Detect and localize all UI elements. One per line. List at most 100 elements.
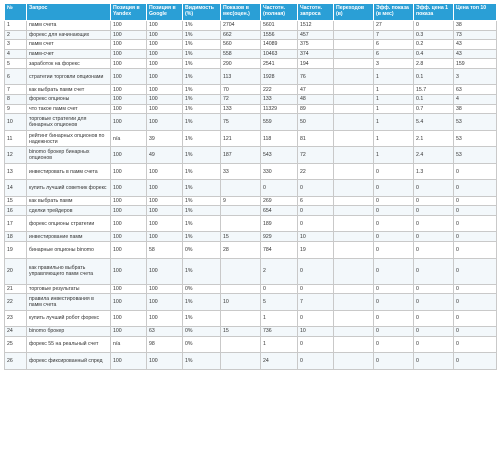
row-number-cell: 21 xyxy=(4,283,27,295)
table-row: 2 форекс для начинающих 100 100 1% 662 1556 457… xyxy=(4,29,497,41)
value-cell xyxy=(333,352,374,370)
value-cell: 7 xyxy=(297,293,334,311)
value-cell: 0 xyxy=(453,162,497,181)
query-cell: форекс опционы xyxy=(26,94,111,105)
value-cell: 194 xyxy=(297,58,334,69)
value-cell: 736 xyxy=(260,326,298,337)
table-row: 11 рейтинг бинарных опционов по надежност… xyxy=(4,129,497,148)
row-number-cell: 3 xyxy=(4,39,27,50)
value-cell: 100 xyxy=(110,257,147,285)
value-cell xyxy=(333,326,374,337)
value-cell: 10 xyxy=(297,231,334,243)
value-cell: 0 xyxy=(297,352,334,370)
value-cell: 0 xyxy=(373,195,414,207)
value-cell: 14089 xyxy=(260,39,298,50)
value-cell: 15 xyxy=(220,326,261,337)
value-cell: 100 xyxy=(146,352,183,370)
value-cell: 0% xyxy=(182,241,221,259)
table-row: 4 памм-счет 100 100 1% 558 10463 374 6 0.4 43 xyxy=(4,48,497,60)
value-cell: 100 xyxy=(110,195,147,207)
value-cell: 100 xyxy=(110,58,147,69)
value-cell: 187 xyxy=(220,146,261,164)
value-cell: 0 xyxy=(297,309,334,328)
column-header[interactable]: Запрос xyxy=(26,3,111,21)
row-number-cell: 17 xyxy=(4,214,27,233)
table-row: 21 торговые результаты 100 100 0% 0 0 0 0 0 xyxy=(4,283,497,295)
value-cell xyxy=(333,20,374,31)
query-cell: купить лучший робот форекс xyxy=(26,309,111,328)
column-header[interactable]: Эфф. цена 1 показа xyxy=(413,3,454,21)
query-cell: как выбрать памм счет xyxy=(26,84,111,96)
value-cell: 53 xyxy=(453,113,497,131)
query-cell: торговые результаты xyxy=(26,283,111,295)
value-cell: 133 xyxy=(220,103,261,115)
table-row: 8 форекс опционы 100 100 1% 72 133 48 1 0.1 4 xyxy=(4,94,497,105)
value-cell: 457 xyxy=(297,29,334,41)
row-number-cell: 15 xyxy=(4,195,27,207)
value-cell xyxy=(333,257,374,285)
value-cell: 0.3 xyxy=(413,29,454,41)
value-cell: 113 xyxy=(220,67,261,86)
column-header[interactable]: Позиция в Yandex xyxy=(110,3,147,21)
value-cell: 0 xyxy=(453,241,497,259)
value-cell: 10 xyxy=(220,293,261,311)
row-number-cell: 24 xyxy=(4,326,27,337)
value-cell: 543 xyxy=(260,146,298,164)
row-number-cell: 2 xyxy=(4,29,27,41)
value-cell xyxy=(333,241,374,259)
column-header[interactable]: Эфф. показа (в мес) xyxy=(373,3,414,21)
table-row: 9 что такое памм счет 100 100 1% 133 11329 89 1 0… xyxy=(4,103,497,115)
query-cell: купить лучший советник форекс xyxy=(26,179,111,197)
value-cell: 0.4 xyxy=(413,48,454,60)
value-cell: 63 xyxy=(453,84,497,96)
value-cell: 0 xyxy=(297,205,334,216)
value-cell: 1% xyxy=(182,29,221,41)
table-row: 22 правила инвестирования в памм счета 100… xyxy=(4,293,497,311)
value-cell xyxy=(333,84,374,96)
row-number-cell: 16 xyxy=(4,205,27,216)
value-cell: 4 xyxy=(453,94,497,105)
column-header[interactable]: Позиция в Google xyxy=(146,3,183,21)
column-header[interactable]: Частотн. запроса xyxy=(297,3,334,21)
value-cell: 100 xyxy=(146,309,183,328)
column-header[interactable]: Показов в мес(оцен.) xyxy=(220,3,261,21)
value-cell: 330 xyxy=(260,162,298,181)
value-cell: 0 xyxy=(373,162,414,181)
value-cell: 100 xyxy=(110,231,147,243)
value-cell: 1 xyxy=(260,309,298,328)
column-header[interactable]: Частотн. (полная) xyxy=(260,3,298,21)
table-container: № Запрос Позиция в Yandex Позиция в Google В… xyxy=(4,3,497,370)
value-cell: 1% xyxy=(182,113,221,131)
value-cell xyxy=(220,335,261,354)
value-cell: 1 xyxy=(373,103,414,115)
value-cell: 100 xyxy=(110,39,147,50)
value-cell: 0 xyxy=(413,293,454,311)
table-row: 17 форекс опционы стратегии 100 100 1% 189 0 0 0… xyxy=(4,214,497,233)
value-cell xyxy=(333,94,374,105)
column-header[interactable]: № xyxy=(4,3,27,21)
value-cell: 1% xyxy=(182,103,221,115)
value-cell xyxy=(333,103,374,115)
column-header[interactable]: Переходов (в) xyxy=(333,3,374,21)
value-cell: 43 xyxy=(453,48,497,60)
value-cell: 0 xyxy=(260,179,298,197)
row-number-cell: 18 xyxy=(4,231,27,243)
value-cell: 2704 xyxy=(220,20,261,31)
value-cell: 0 xyxy=(260,283,298,295)
value-cell: 0.1 xyxy=(413,94,454,105)
value-cell: 1% xyxy=(182,162,221,181)
value-cell xyxy=(220,352,261,370)
value-cell: 0 xyxy=(453,283,497,295)
column-header[interactable]: Цена топ 10 xyxy=(453,3,497,21)
value-cell: 0 xyxy=(453,335,497,354)
value-cell xyxy=(333,205,374,216)
value-cell: 100 xyxy=(110,283,147,295)
value-cell: 0 xyxy=(413,179,454,197)
value-cell xyxy=(333,309,374,328)
value-cell: 0 xyxy=(453,257,497,285)
value-cell: 0 xyxy=(413,205,454,216)
value-cell: 0 xyxy=(297,335,334,354)
value-cell: 222 xyxy=(260,84,298,96)
column-header[interactable]: Видимость (%) xyxy=(182,3,221,21)
value-cell: 0 xyxy=(453,293,497,311)
